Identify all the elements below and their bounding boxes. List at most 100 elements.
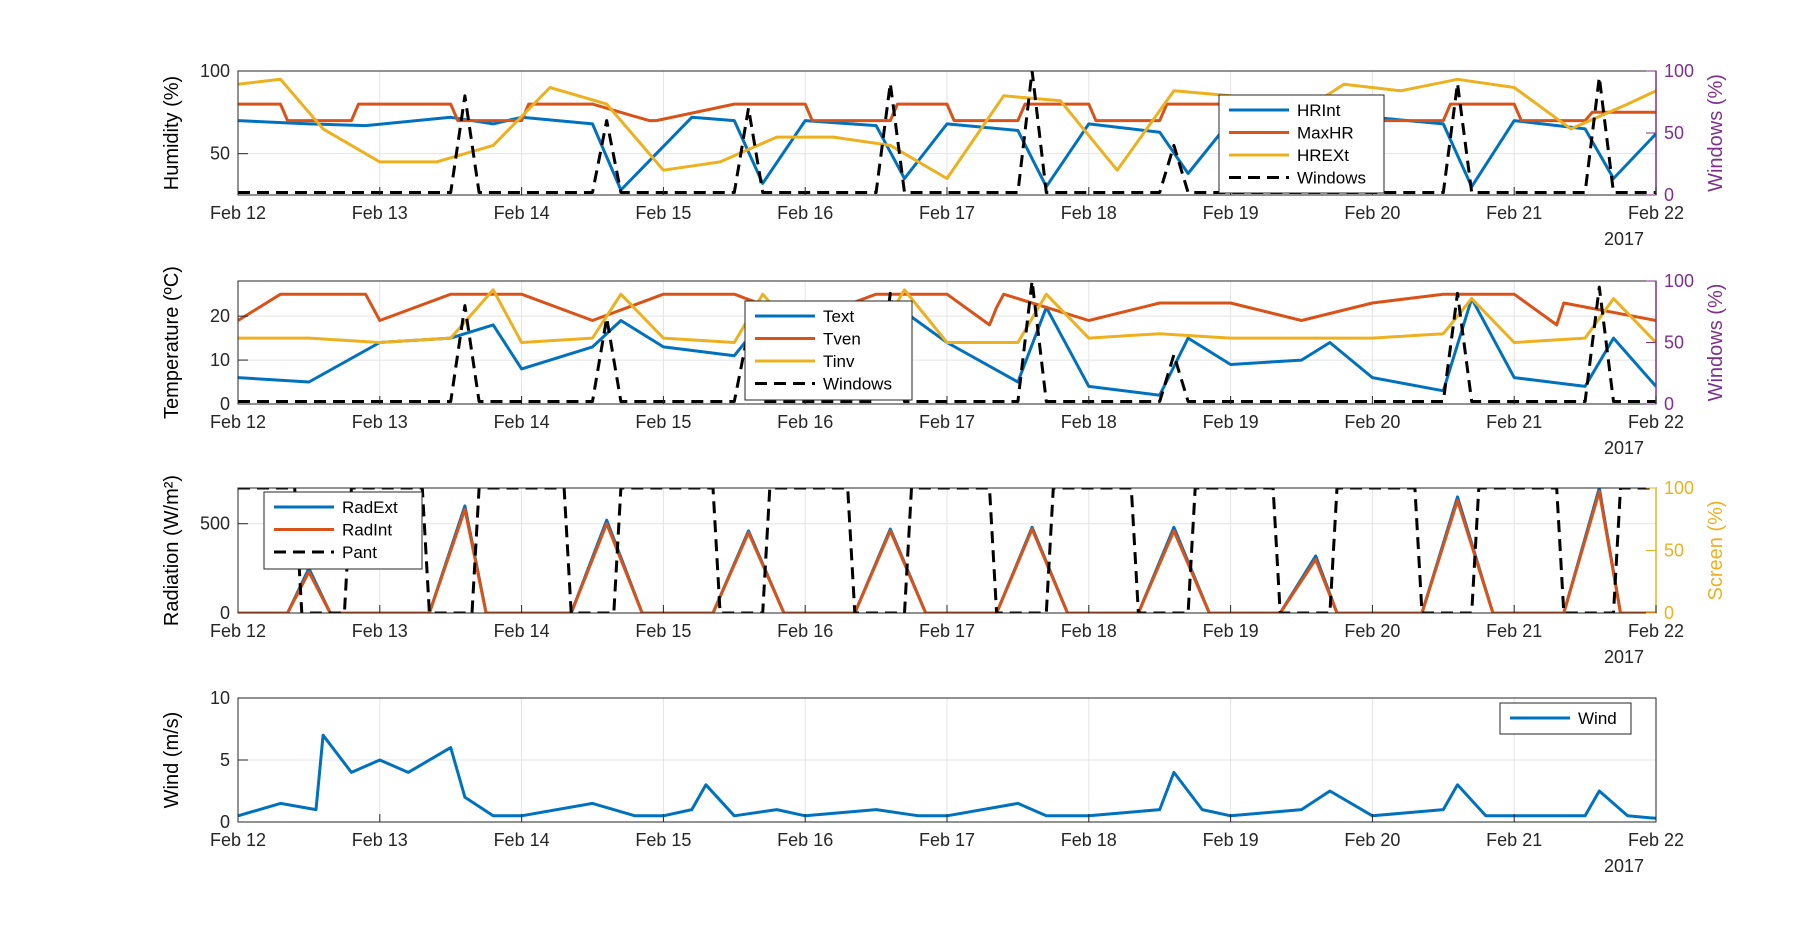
- y-tick-label: 10: [210, 688, 230, 708]
- x-tick-label: Feb 13: [352, 621, 408, 641]
- x-tick-label: Feb 15: [635, 412, 691, 432]
- y-right-tick-label: 100: [1664, 478, 1694, 498]
- legend-label: Windows: [823, 375, 892, 394]
- x-tick-label: Feb 12: [210, 412, 266, 432]
- x-tick-label: Feb 19: [1203, 412, 1259, 432]
- legend: RadExt RadInt Pant: [263, 491, 423, 570]
- x-tick-label: Feb 12: [210, 203, 266, 223]
- x-tick-label: Feb 19: [1203, 203, 1259, 223]
- x-tick-label: Feb 14: [494, 412, 550, 432]
- x-tick-label: Feb 13: [352, 412, 408, 432]
- x-tick-label: Feb 22: [1628, 203, 1684, 223]
- x-tick-label: Feb 20: [1344, 621, 1400, 641]
- panel-2: 0 10 20 0 50 100 Windows (%) Feb 12 Feb 13 Feb 14…: [161, 266, 1727, 458]
- series-line-wind: [238, 733, 1656, 820]
- year-label: 2017: [1604, 647, 1644, 667]
- y-tick-label: 500: [200, 514, 230, 534]
- series-line-tinv: [238, 288, 1656, 344]
- y-right-tick-label: 50: [1664, 123, 1684, 143]
- x-tick-label: Feb 15: [635, 830, 691, 850]
- legend-label: Tinv: [823, 352, 855, 371]
- panel-4: 0 5 10 Feb 12 Feb 13 Feb 14 Feb 15 Feb 16 Feb 17…: [161, 688, 1684, 876]
- y-tick-label: 0: [220, 812, 230, 832]
- x-tick-label: Feb 21: [1486, 621, 1542, 641]
- x-tick-label: Feb 21: [1486, 830, 1542, 850]
- legend: Text Tven Tinv Windows: [744, 300, 913, 401]
- x-tick-label: Feb 22: [1628, 412, 1684, 432]
- legend-label: HREXt: [1297, 146, 1349, 165]
- legend-label: Pant: [342, 543, 377, 562]
- y-tick-label: 0: [220, 394, 230, 414]
- legend-label: Windows: [1297, 169, 1366, 188]
- y-right-tick-label: 0: [1664, 394, 1674, 414]
- y-right-tick-label: 100: [1664, 271, 1694, 291]
- x-tick-label: Feb 15: [635, 621, 691, 641]
- x-tick-label: Feb 18: [1061, 412, 1117, 432]
- x-tick-label: Feb 13: [352, 830, 408, 850]
- series-line-windows: [238, 281, 1656, 403]
- y-axis-label-right: Windows (%): [1705, 74, 1727, 192]
- x-tick-label: Feb 17: [919, 203, 975, 223]
- series-line-tven: [238, 292, 1656, 327]
- series-line-windows: [238, 71, 1656, 194]
- x-tick-label: Feb 22: [1628, 621, 1684, 641]
- y-axis-label: Humidity (%): [161, 76, 183, 190]
- x-tick-label: Feb 17: [919, 412, 975, 432]
- y-tick-label: 50: [210, 144, 230, 164]
- x-tick-label: Feb 14: [494, 830, 550, 850]
- y-axis-label-right: Windows (%): [1705, 284, 1727, 402]
- x-tick-label: Feb 19: [1203, 830, 1259, 850]
- series-group: [238, 733, 1656, 820]
- legend: Wind: [1499, 702, 1632, 735]
- x-tick-label: Feb 16: [777, 412, 833, 432]
- y-axis-label-right: Screen (%): [1705, 500, 1727, 600]
- x-tick-label: Feb 18: [1061, 203, 1117, 223]
- x-tick-label: Feb 12: [210, 621, 266, 641]
- x-tick-label: Feb 12: [210, 830, 266, 850]
- series-group: [238, 281, 1656, 403]
- year-label: 2017: [1604, 856, 1644, 876]
- y-right-tick-label: 0: [1664, 185, 1674, 205]
- legend-label: MaxHR: [1297, 124, 1354, 143]
- panel-1: 50 100 0 50 100 Windows (%) Feb 12 Feb 13 Feb 14…: [161, 61, 1727, 249]
- x-tick-label: Feb 18: [1061, 830, 1117, 850]
- y-tick-label: 10: [210, 350, 230, 370]
- panel-3: 0 500 0 50 100 Screen (%) Feb 12 Feb 13 Feb 14 Fe…: [161, 475, 1727, 667]
- y-tick-label: 5: [220, 750, 230, 770]
- y-axis-label: Wind (m/s): [161, 712, 183, 809]
- x-tick-label: Feb 13: [352, 203, 408, 223]
- x-tick-label: Feb 21: [1486, 203, 1542, 223]
- legend-label: Tven: [823, 330, 861, 349]
- legend-label: Text: [823, 307, 854, 326]
- x-tick-label: Feb 18: [1061, 621, 1117, 641]
- legend-label: HRInt: [1297, 101, 1341, 120]
- legend-label: RadInt: [342, 521, 392, 540]
- series-line-radint: [238, 490, 1656, 613]
- y-tick-label: 100: [200, 61, 230, 81]
- x-tick-label: Feb 17: [919, 621, 975, 641]
- x-tick-label: Feb 15: [635, 203, 691, 223]
- legend-label: Wind: [1578, 709, 1617, 728]
- x-tick-label: Feb 17: [919, 830, 975, 850]
- legend-label: RadExt: [342, 498, 398, 517]
- x-tick-label: Feb 20: [1344, 203, 1400, 223]
- x-tick-label: Feb 20: [1344, 412, 1400, 432]
- y-axis-label: Temperature (ºC): [161, 266, 183, 419]
- y-tick-label: 0: [220, 603, 230, 623]
- x-tick-label: Feb 16: [777, 830, 833, 850]
- x-tick-label: Feb 22: [1628, 830, 1684, 850]
- x-tick-label: Feb 16: [777, 203, 833, 223]
- y-right-tick-label: 50: [1664, 333, 1684, 353]
- y-right-tick-label: 0: [1664, 603, 1674, 623]
- series-group: [238, 71, 1656, 194]
- series-group: [238, 488, 1656, 613]
- y-right-tick-label: 50: [1664, 541, 1684, 561]
- x-tick-label: Feb 14: [494, 621, 550, 641]
- y-tick-label: 20: [210, 306, 230, 326]
- year-label: 2017: [1604, 229, 1644, 249]
- legend: HRInt MaxHR HREXt Windows: [1218, 94, 1385, 194]
- x-tick-label: Feb 14: [494, 203, 550, 223]
- y-right-tick-label: 100: [1664, 61, 1694, 81]
- x-tick-label: Feb 21: [1486, 412, 1542, 432]
